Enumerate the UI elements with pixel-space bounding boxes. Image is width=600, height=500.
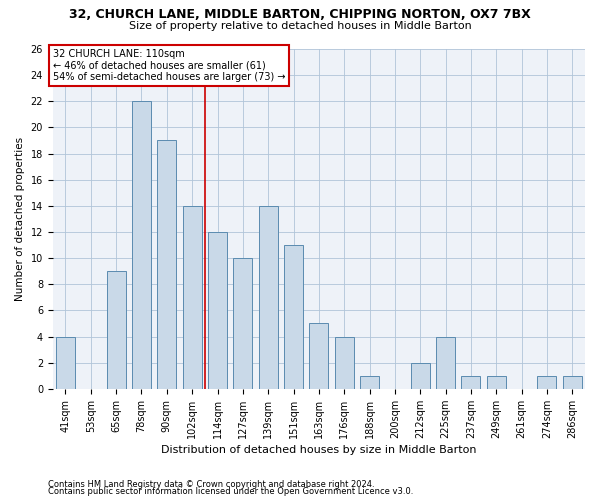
Bar — [563, 376, 582, 389]
Bar — [132, 102, 151, 389]
Bar — [310, 324, 328, 389]
Bar — [107, 271, 125, 389]
Bar — [157, 140, 176, 389]
Bar — [360, 376, 379, 389]
Bar — [208, 232, 227, 389]
Text: 32, CHURCH LANE, MIDDLE BARTON, CHIPPING NORTON, OX7 7BX: 32, CHURCH LANE, MIDDLE BARTON, CHIPPING… — [69, 8, 531, 20]
Bar — [436, 336, 455, 389]
Text: Contains HM Land Registry data © Crown copyright and database right 2024.: Contains HM Land Registry data © Crown c… — [48, 480, 374, 489]
Bar — [538, 376, 556, 389]
Text: 32 CHURCH LANE: 110sqm
← 46% of detached houses are smaller (61)
54% of semi-det: 32 CHURCH LANE: 110sqm ← 46% of detached… — [53, 49, 285, 82]
Bar — [56, 336, 75, 389]
Y-axis label: Number of detached properties: Number of detached properties — [15, 137, 25, 301]
Bar — [461, 376, 481, 389]
Bar — [487, 376, 506, 389]
Bar — [182, 206, 202, 389]
Bar — [259, 206, 278, 389]
Text: Size of property relative to detached houses in Middle Barton: Size of property relative to detached ho… — [128, 21, 472, 31]
Bar — [284, 245, 303, 389]
Text: Contains public sector information licensed under the Open Government Licence v3: Contains public sector information licen… — [48, 488, 413, 496]
Bar — [233, 258, 253, 389]
Bar — [335, 336, 354, 389]
X-axis label: Distribution of detached houses by size in Middle Barton: Distribution of detached houses by size … — [161, 445, 476, 455]
Bar — [411, 362, 430, 389]
